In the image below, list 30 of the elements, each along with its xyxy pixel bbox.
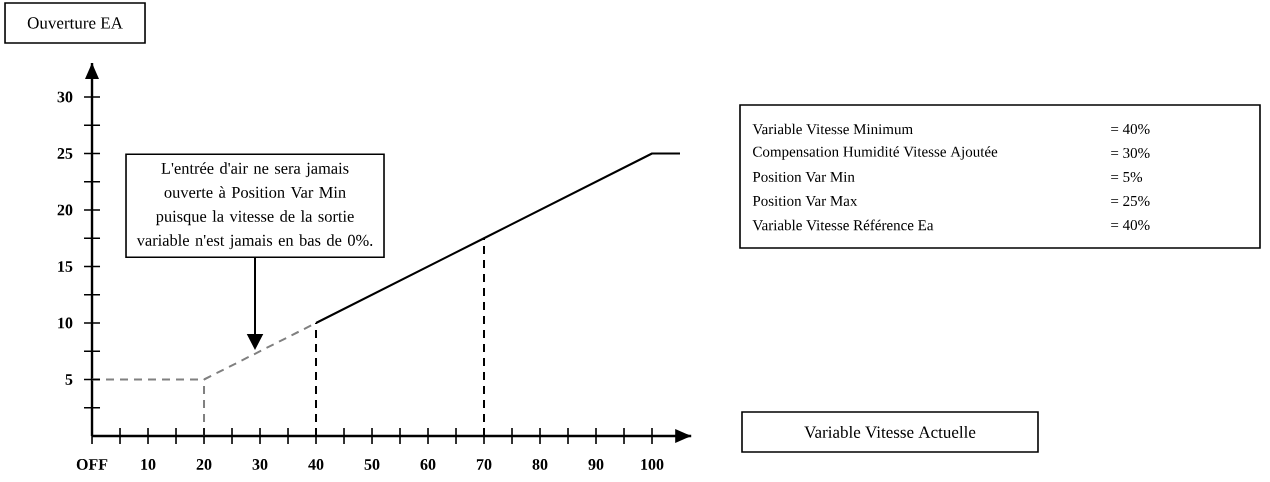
text: Position Var Min	[752, 171, 855, 183]
text: Position Var Max	[752, 195, 858, 207]
y-tick-label: 5	[65, 374, 73, 385]
text: Variable Vitesse Référence Ea	[752, 219, 934, 231]
text: = 30%	[1111, 147, 1150, 159]
y-tick-label: 15	[58, 261, 73, 272]
text: Compensation Humidité Vitesse Ajoutée	[753, 146, 998, 160]
text: = 40%	[1111, 123, 1150, 135]
x-tick-label: OFF	[76, 459, 108, 470]
x-tick-label: 70	[476, 459, 492, 470]
x-tick-label: 60	[420, 459, 436, 470]
x-tick-label: 80	[532, 459, 548, 470]
y-tick-label: 25	[57, 148, 73, 159]
y-axis-title: Ouverture EA	[27, 17, 123, 29]
text: Variable Vitesse Minimum	[752, 123, 913, 135]
x-tick-label: 100	[641, 459, 664, 470]
text: Variable Vitesse Actuelle	[804, 425, 976, 439]
text: = 5%	[1111, 171, 1143, 183]
text: = 25%	[1111, 195, 1150, 207]
x-tick-label: 20	[196, 459, 212, 470]
y-tick-label: 10	[58, 317, 73, 329]
annotation: L'entrée d'air ne sera jamais ouverte à Position Var Min puisque la vitesse de la sortie variable n'est jamais en bas de 0%.	[136, 162, 373, 250]
x-tick-label: 90	[588, 459, 604, 470]
text: = 40%	[1111, 219, 1150, 231]
x-tick-label: 10	[141, 459, 156, 470]
y-tick-label: 30	[57, 91, 73, 103]
x-tick-label: 40	[308, 459, 324, 470]
x-tick-label: 50	[364, 459, 380, 470]
y-tick-label: 20	[57, 204, 73, 216]
x-tick-label: 30	[252, 459, 268, 470]
